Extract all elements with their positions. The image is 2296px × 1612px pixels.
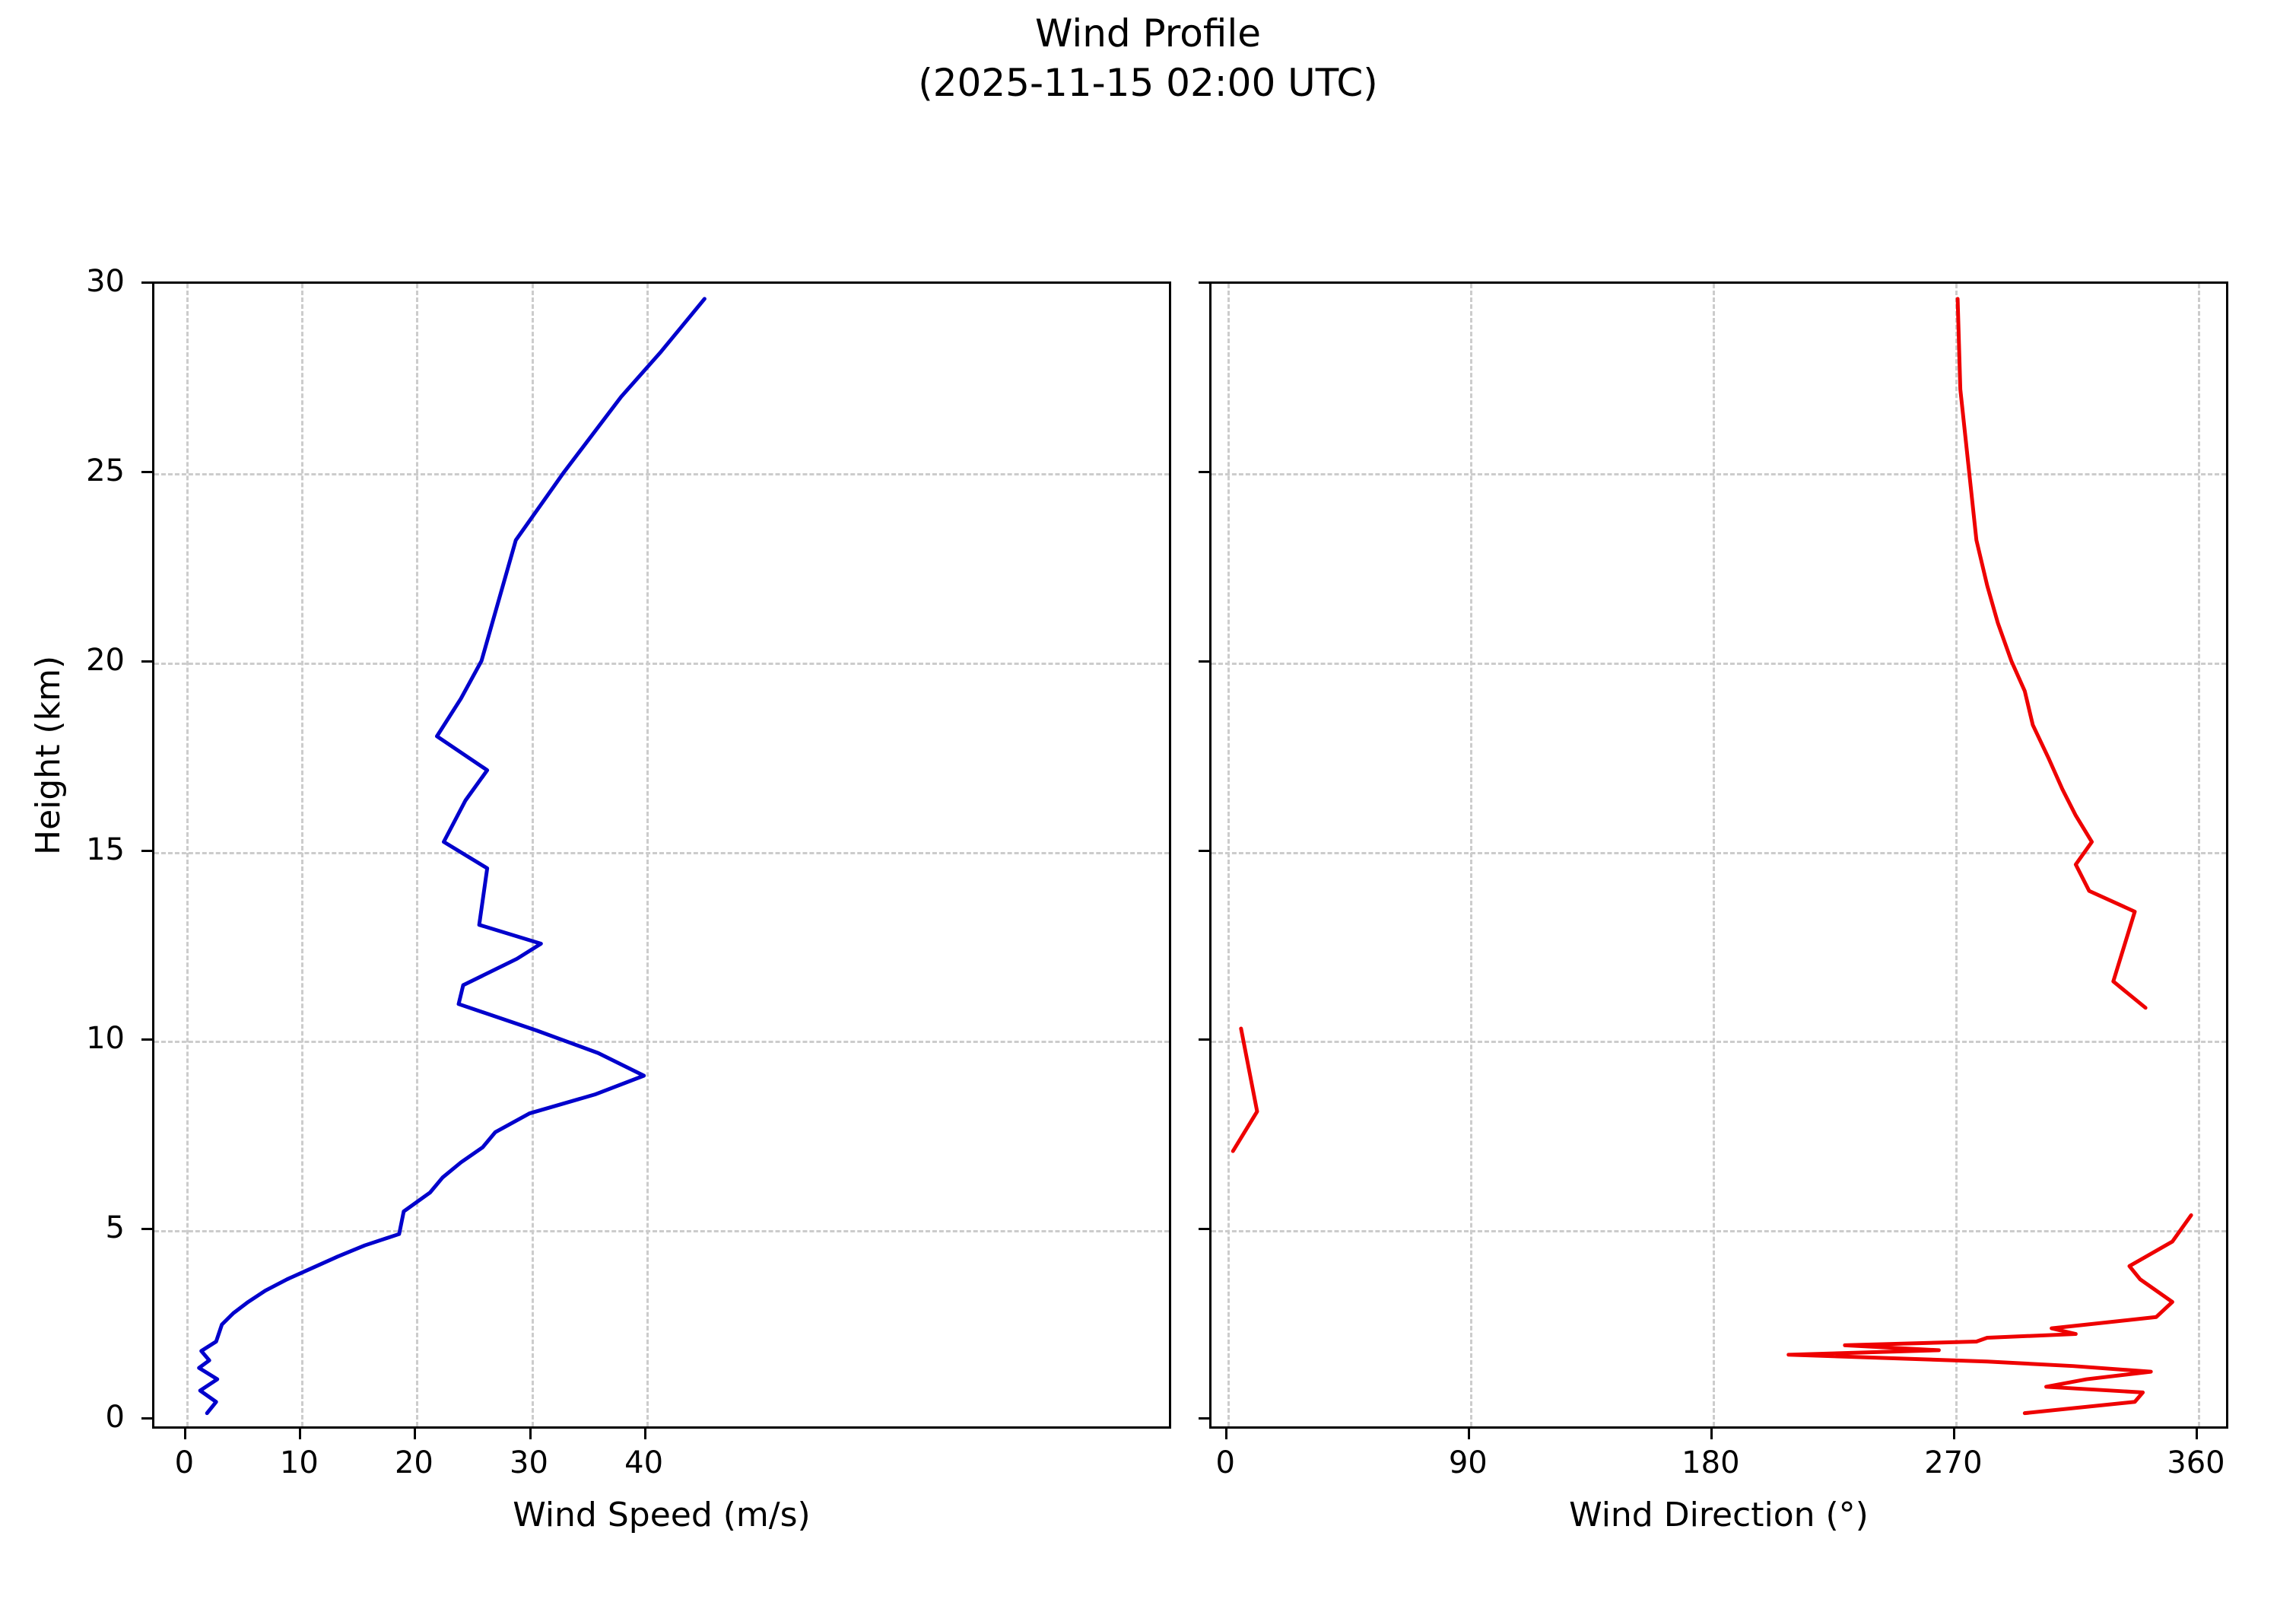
x-tick-mark [299,1429,302,1439]
x-tick-label: 10 [279,1445,319,1480]
x-tick-label: 270 [1924,1445,1983,1480]
y-tick-label: 25 [86,453,125,488]
figure-title: Wind Profile (2025-11-15 02:00 UTC) [0,9,2296,108]
y-tick-label: 15 [86,831,125,867]
x-tick-label: 180 [1682,1445,1740,1480]
x-tick-mark [1953,1429,1956,1439]
gridline-vertical [2198,284,2201,1426]
x-tick-label: 30 [510,1445,548,1480]
gridline-vertical [416,284,419,1426]
gridline-horizontal [154,1230,1169,1233]
y-tick-mark [1199,470,1209,473]
gridline-horizontal [154,472,1169,475]
gridline-vertical [646,284,649,1426]
y-tick-label: 10 [86,1021,125,1057]
x-tick-mark [1225,1429,1228,1439]
gridline-horizontal [1212,851,2226,854]
data-series-path [1786,1213,2193,1416]
x-tick-mark [643,1429,646,1439]
y-tick-mark [1199,849,1209,852]
data-series-path [197,297,707,1416]
wind-direction-gridlines [1212,284,2226,1426]
data-series-path [1955,297,2148,1010]
gridline-horizontal [1212,1041,2226,1044]
y-tick-mark [141,849,152,852]
wind-speed-gridlines [154,284,1169,1426]
x-tick-mark [1468,1429,1471,1439]
gridline-vertical [1713,284,1716,1426]
gridline-horizontal [1212,662,2226,665]
y-tick-mark [1199,1228,1209,1231]
y-axis-title: Height (km) [29,655,68,855]
x-tick-label: 0 [1215,1445,1235,1480]
x-tick-mark [184,1429,187,1439]
gridline-horizontal [1212,1230,2226,1233]
gridline-horizontal [154,662,1169,665]
wind-direction-subplot: 0 90 180 270 360 Wind Direction (°) [1199,281,2228,1534]
y-tick-mark [141,1228,152,1231]
x-tick-mark [529,1429,532,1439]
x-tick-mark [2196,1429,2199,1439]
gridline-vertical [1955,284,1958,1426]
y-tick-mark [141,660,152,663]
y-tick-mark [141,1417,152,1420]
gridline-vertical [186,284,189,1426]
y-tick-mark [1199,660,1209,663]
wind-direction-plot-frame [1209,281,2228,1429]
x-tick-label: 0 [174,1445,195,1480]
y-tick-mark [1199,281,1209,284]
wind-speed-plot-frame [152,281,1171,1429]
data-series-path [1231,1026,1259,1153]
wind-speed-line [197,297,707,1416]
wind-speed-subplot: 0 10 20 30 40 0 5 10 15 20 25 30 Wind Speed (m/s) [86,264,1171,1534]
x-tick-mark [414,1429,417,1439]
wind-direction-line [1231,297,2193,1416]
y-tick-label: 30 [86,264,125,299]
y-tick-label: 0 [105,1400,125,1436]
gridline-vertical [1470,284,1473,1426]
gridline-horizontal [154,1041,1169,1044]
wind-speed-axis-title: Wind Speed (m/s) [513,1496,811,1534]
x-tick-mark [1710,1429,1713,1439]
x-tick-label: 360 [2167,1445,2225,1480]
y-tick-label: 20 [86,642,125,678]
x-tick-label: 20 [394,1445,433,1480]
y-tick-mark [141,281,152,284]
gridline-vertical [1227,284,1231,1426]
x-tick-label: 90 [1448,1445,1488,1480]
gridline-horizontal [154,851,1169,854]
gridline-vertical [531,284,534,1426]
title-line-2: (2025-11-15 02:00 UTC) [918,61,1378,105]
title-line-1: Wind Profile [1034,11,1262,56]
y-tick-mark [1199,1038,1209,1041]
x-tick-label: 40 [624,1445,664,1480]
gridline-vertical [301,284,304,1426]
y-tick-mark [1199,1417,1209,1420]
y-tick-mark [141,470,152,473]
wind-direction-axis-title: Wind Direction (°) [1569,1496,1869,1534]
y-tick-label: 5 [105,1210,125,1246]
gridline-horizontal [1212,472,2226,475]
y-tick-mark [141,1038,152,1041]
